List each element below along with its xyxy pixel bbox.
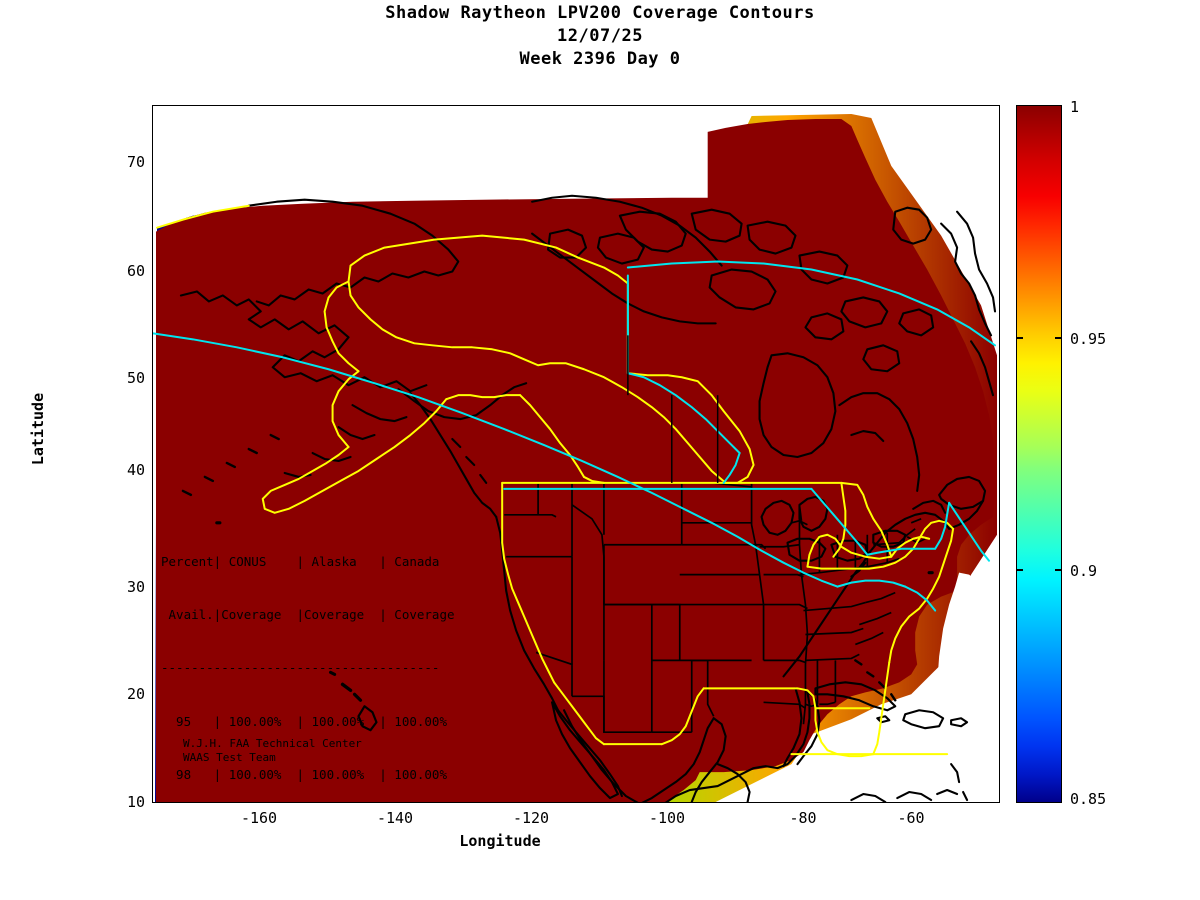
us-fir-boundary [155,204,955,758]
y-tick-label: 60 [126,262,145,280]
x-tick-label: -160 [240,809,278,827]
y-tick-label: 10 [126,793,145,811]
colorbar-tick-mark [1016,337,1023,339]
chart-title-block: Shadow Raytheon LPV200 Coverage Contours… [0,2,1200,71]
y-tick-label: 50 [126,369,145,387]
x-tick-label: -100 [648,809,686,827]
colorbar-tick-label: 1 [1070,98,1080,116]
coverage-atlantic-notch [937,572,988,709]
canada-province-borders [627,335,719,483]
colorbar-tick-label: 0.85 [1070,790,1107,808]
colorbar-tick-mark [1055,569,1062,571]
y-tick-label: 30 [126,578,145,596]
footer-credit: W.J.H. FAA Technical Center WAAS Test Te… [183,737,362,765]
canada-fir-boundary [153,260,997,612]
map-svg [153,113,998,802]
map-plot-area: Percent| CONUS | Alaska | Canada Avail.|… [152,105,1000,803]
x-tick-label: -120 [512,809,550,827]
chart-title-line-1: Shadow Raytheon LPV200 Coverage Contours [385,3,815,23]
x-tick-label: -80 [789,809,817,827]
table-row: 95 | 100.00% | 100.00% | 100.00% [161,713,447,729]
colorbar [1016,105,1062,803]
table-row: 98 | 100.00% | 100.00% | 100.00% [161,767,447,783]
y-tick-label: 20 [126,685,145,703]
y-axis-label: Latitude [29,392,47,466]
footer-line-2: WAAS Test Team [183,751,276,764]
coverage-statistics-table: Percent| CONUS | Alaska | Canada Avail.|… [161,517,455,802]
colorbar-tick-label: 0.9 [1070,562,1098,580]
colorbar-tick-mark [1055,337,1062,339]
coverage-fill [155,118,996,802]
coverage-table-header-row-2: Avail.|Coverage |Coverage | Coverage [161,606,455,622]
x-tick-label: -60 [897,809,925,827]
y-tick-label: 70 [126,153,145,171]
colorbar-gradient [1017,106,1061,802]
x-tick-label: -140 [376,809,414,827]
colorbar-tick-mark [1016,569,1023,571]
coverage-table-divider: ------------------------------------- [161,660,440,676]
coverage-table-header-row-1: Percent| CONUS | Alaska | Canada [161,553,440,569]
x-axis-label: Longitude [459,832,541,850]
chart-title-line-2: 12/07/25 [557,26,643,46]
y-tick-label: 40 [126,461,145,479]
chart-title-line-3: Week 2396 Day 0 [519,49,681,69]
colorbar-tick-label: 0.95 [1070,330,1107,348]
footer-line-1: W.J.H. FAA Technical Center [183,737,362,750]
